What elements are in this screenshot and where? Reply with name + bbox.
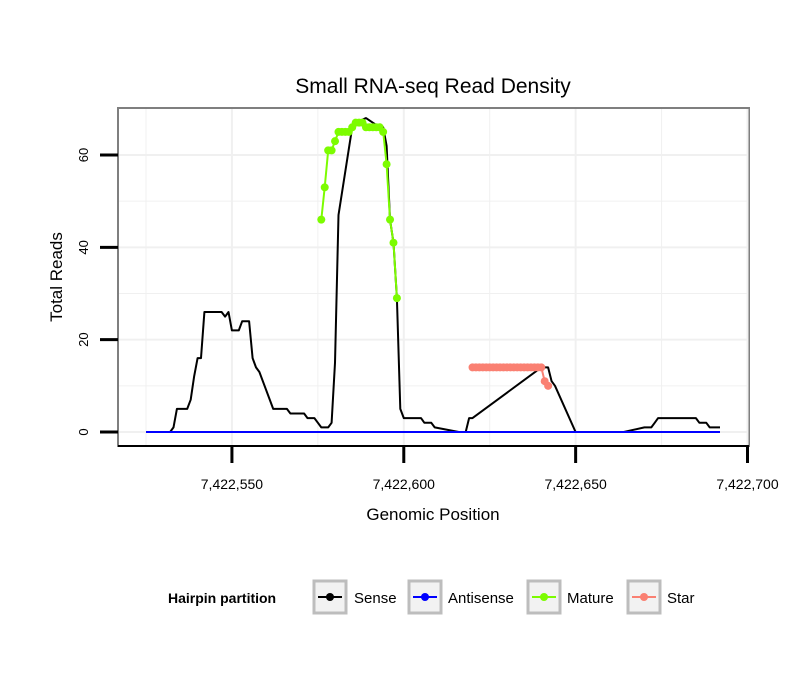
data-point-mature — [386, 215, 395, 224]
y-tick-label: 40 — [76, 240, 91, 254]
data-point-star — [537, 363, 546, 372]
y-tick-label: 0 — [76, 428, 91, 435]
x-tick-label: 7,422,650 — [544, 476, 606, 492]
plot-panel — [117, 107, 750, 447]
x-tick-label: 7,422,700 — [716, 476, 778, 492]
x-tick-label: 7,422,600 — [373, 476, 435, 492]
y-tick-label: 20 — [76, 332, 91, 346]
legend-key-dot — [640, 593, 648, 601]
data-point-mature — [392, 294, 401, 303]
series-layer — [146, 117, 720, 433]
legend-label-star: Star — [667, 590, 695, 607]
data-point-mature — [320, 183, 329, 192]
y-tick-label: 60 — [76, 148, 91, 162]
data-point-mature — [382, 160, 391, 169]
y-axis-label: Total Reads — [47, 232, 66, 322]
x-axis-label: Genomic Position — [366, 505, 499, 524]
legend-key-dot — [421, 593, 429, 601]
legend-title: Hairpin partition — [168, 590, 276, 606]
legend: Hairpin partition Sense Antisense Mature St… — [168, 579, 695, 615]
x-tick-label: 7,422,550 — [201, 476, 263, 492]
axes: 7,422,550 7,422,600 7,422,650 7,422,700 0 20 4… — [76, 148, 779, 492]
data-point-mature — [389, 238, 398, 247]
data-point-mature — [317, 215, 326, 224]
chart-title: Small RNA-seq Read Density — [295, 75, 571, 98]
legend-label-mature: Mature — [567, 590, 614, 607]
data-point-mature — [331, 137, 340, 146]
data-point-mature — [379, 127, 388, 136]
legend-key-dot — [326, 593, 334, 601]
data-point-star — [544, 381, 553, 390]
data-point-mature — [327, 146, 336, 155]
legend-label-antisense: Antisense — [448, 590, 514, 607]
legend-key-dot — [540, 593, 548, 601]
legend-label-sense: Sense — [354, 590, 397, 607]
